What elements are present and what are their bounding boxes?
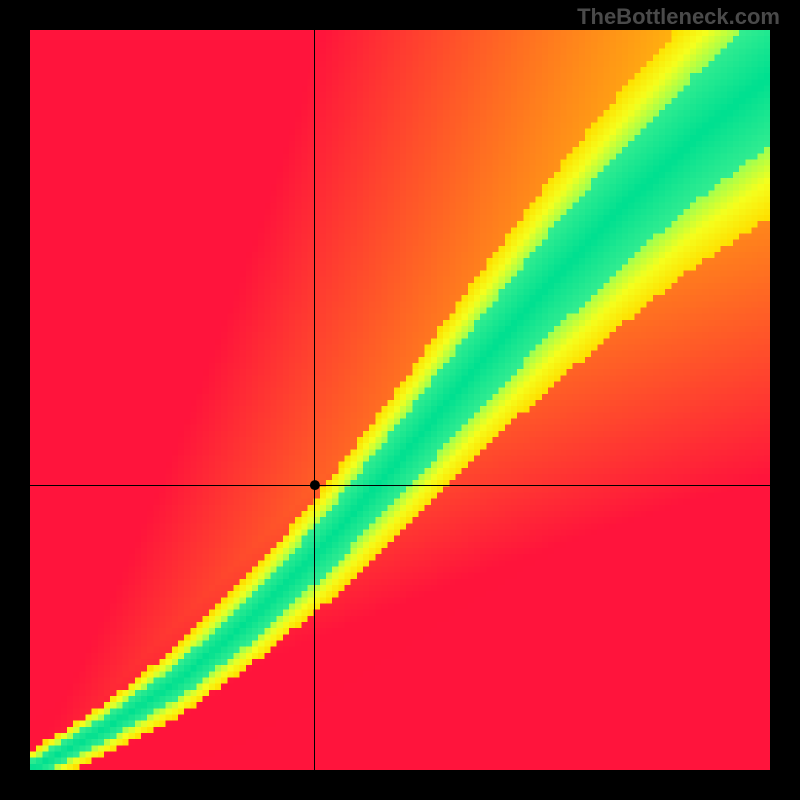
bottleneck-heatmap (30, 30, 770, 770)
crosshair-vertical (314, 30, 315, 770)
crosshair-horizontal (30, 485, 770, 486)
watermark-text: TheBottleneck.com (577, 4, 780, 30)
chart-container: { "watermark": "TheBottleneck.com", "lay… (0, 0, 800, 800)
